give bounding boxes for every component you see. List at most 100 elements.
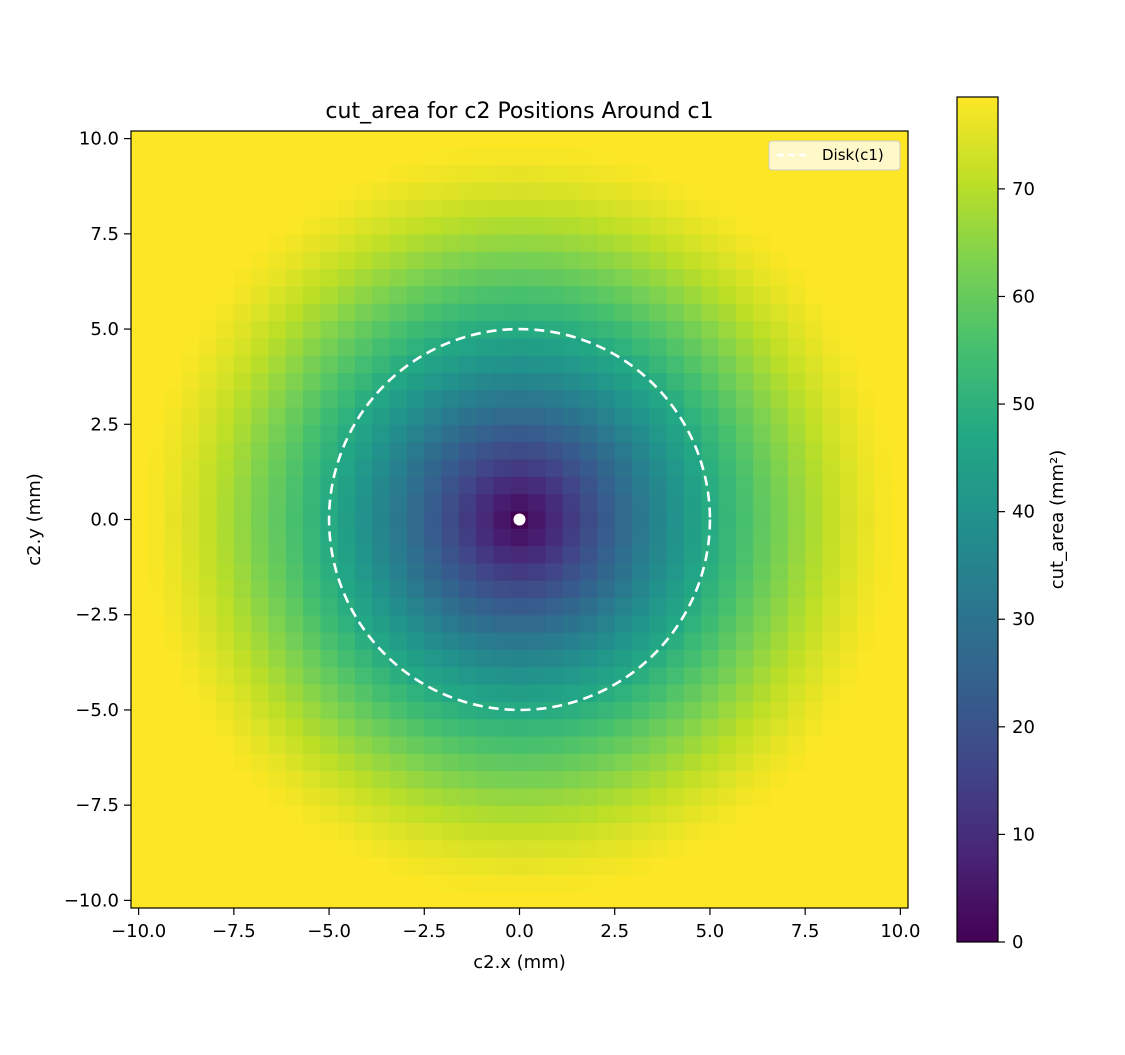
heatmap-cell xyxy=(406,770,425,789)
heatmap-cell xyxy=(510,632,529,650)
heatmap-cell xyxy=(545,718,564,737)
heatmap-cell xyxy=(458,701,477,720)
heatmap-cell xyxy=(389,528,408,547)
heatmap-cell xyxy=(545,199,564,218)
heatmap-cell xyxy=(181,372,200,391)
heatmap-cell xyxy=(131,476,148,495)
heatmap-cell xyxy=(458,545,477,564)
heatmap-cell xyxy=(181,580,200,598)
heatmap-cell xyxy=(666,649,685,668)
heatmap-cell xyxy=(131,649,148,668)
heatmap-cell xyxy=(701,839,720,858)
heatmap-cell xyxy=(562,458,581,477)
overlay-layer xyxy=(327,327,712,712)
heatmap-cell xyxy=(199,874,218,893)
heatmap-cell xyxy=(337,164,356,183)
heatmap-cell xyxy=(891,718,909,737)
heatmap-cell xyxy=(683,649,702,668)
heatmap-cell xyxy=(580,632,598,650)
heatmap-cell xyxy=(735,770,754,789)
heatmap-cell xyxy=(216,181,235,200)
heatmap-cell xyxy=(839,770,858,789)
heatmap-cell xyxy=(857,839,876,858)
heatmap-cell xyxy=(562,389,581,408)
heatmap-cell xyxy=(233,735,252,754)
heatmap-cell xyxy=(458,285,477,304)
heatmap-cell xyxy=(701,320,720,339)
heatmap-cell xyxy=(233,718,252,737)
heatmap-cell xyxy=(614,131,633,148)
heatmap-cell xyxy=(805,632,824,650)
heatmap-cell xyxy=(268,216,287,235)
heatmap-cell xyxy=(458,857,477,876)
heatmap-cell xyxy=(510,891,529,909)
heatmap-cell xyxy=(805,216,824,235)
chart-title: cut_area for c2 Positions Around c1 xyxy=(325,99,713,124)
disk-c1-circle xyxy=(327,327,712,712)
heatmap-cell xyxy=(147,891,166,909)
heatmap-cell xyxy=(493,632,512,650)
heatmap-cell xyxy=(233,528,252,547)
heatmap-cell xyxy=(597,528,616,547)
heatmap-cell xyxy=(372,493,391,512)
heatmap-cell xyxy=(805,597,824,616)
heatmap-cell xyxy=(718,649,737,668)
heatmap-cell xyxy=(805,493,824,512)
heatmap-cell xyxy=(493,372,512,391)
heatmap-cell xyxy=(320,131,339,148)
heatmap-cell xyxy=(857,683,876,702)
heatmap-cell xyxy=(718,701,737,720)
heatmap-cell xyxy=(666,372,685,391)
heatmap-cell xyxy=(199,337,218,356)
heatmap-cell xyxy=(147,770,166,789)
heatmap-cell xyxy=(666,597,685,616)
heatmap-cell xyxy=(458,597,477,616)
heatmap-cell xyxy=(441,770,460,789)
heatmap-cell xyxy=(753,787,772,806)
heatmap-cell xyxy=(510,458,529,477)
heatmap-cell xyxy=(233,303,252,321)
heatmap-cell xyxy=(320,839,339,858)
heatmap-cell xyxy=(735,580,754,598)
heatmap-cell xyxy=(683,199,702,218)
heatmap-cell xyxy=(164,493,183,512)
heatmap-cell xyxy=(562,753,581,772)
heatmap-cell xyxy=(822,406,841,425)
heatmap-cell xyxy=(199,597,218,616)
heatmap-cell xyxy=(458,770,477,789)
heatmap-cell xyxy=(424,770,443,789)
heatmap-cell xyxy=(562,874,581,893)
colorbar-tick-label: 50 xyxy=(1012,394,1035,415)
heatmap-cell xyxy=(770,458,789,477)
heatmap-cell xyxy=(597,770,616,789)
heatmap-cell xyxy=(545,216,564,235)
heatmap-cell xyxy=(787,545,806,564)
heatmap-cell xyxy=(251,753,270,772)
heatmap-cell xyxy=(805,476,824,495)
heatmap-cell xyxy=(268,805,287,824)
heatmap-cell xyxy=(441,251,460,270)
heatmap-cell xyxy=(874,614,893,633)
heatmap-cell xyxy=(441,303,460,321)
heatmap-cell xyxy=(285,406,304,425)
heatmap-cell xyxy=(216,701,235,720)
heatmap-cell xyxy=(320,718,339,737)
heatmap-cell xyxy=(787,683,806,702)
heatmap-cell xyxy=(666,528,685,547)
heatmap-cell xyxy=(562,528,581,547)
heatmap-cell xyxy=(701,458,720,477)
heatmap-cell xyxy=(562,372,581,391)
heatmap-cell xyxy=(839,649,858,668)
heatmap-cell xyxy=(632,683,650,702)
heatmap-cell xyxy=(649,839,668,858)
heatmap-cell xyxy=(528,597,547,616)
heatmap-cell xyxy=(649,891,668,909)
heatmap-cell xyxy=(131,181,148,200)
heatmap-cell xyxy=(857,753,876,772)
heatmap-cell xyxy=(320,753,339,772)
heatmap-cell xyxy=(580,753,598,772)
heatmap-cell xyxy=(787,718,806,737)
heatmap-cell xyxy=(614,857,633,876)
heatmap-cell xyxy=(839,424,858,443)
heatmap-cell xyxy=(683,233,702,252)
